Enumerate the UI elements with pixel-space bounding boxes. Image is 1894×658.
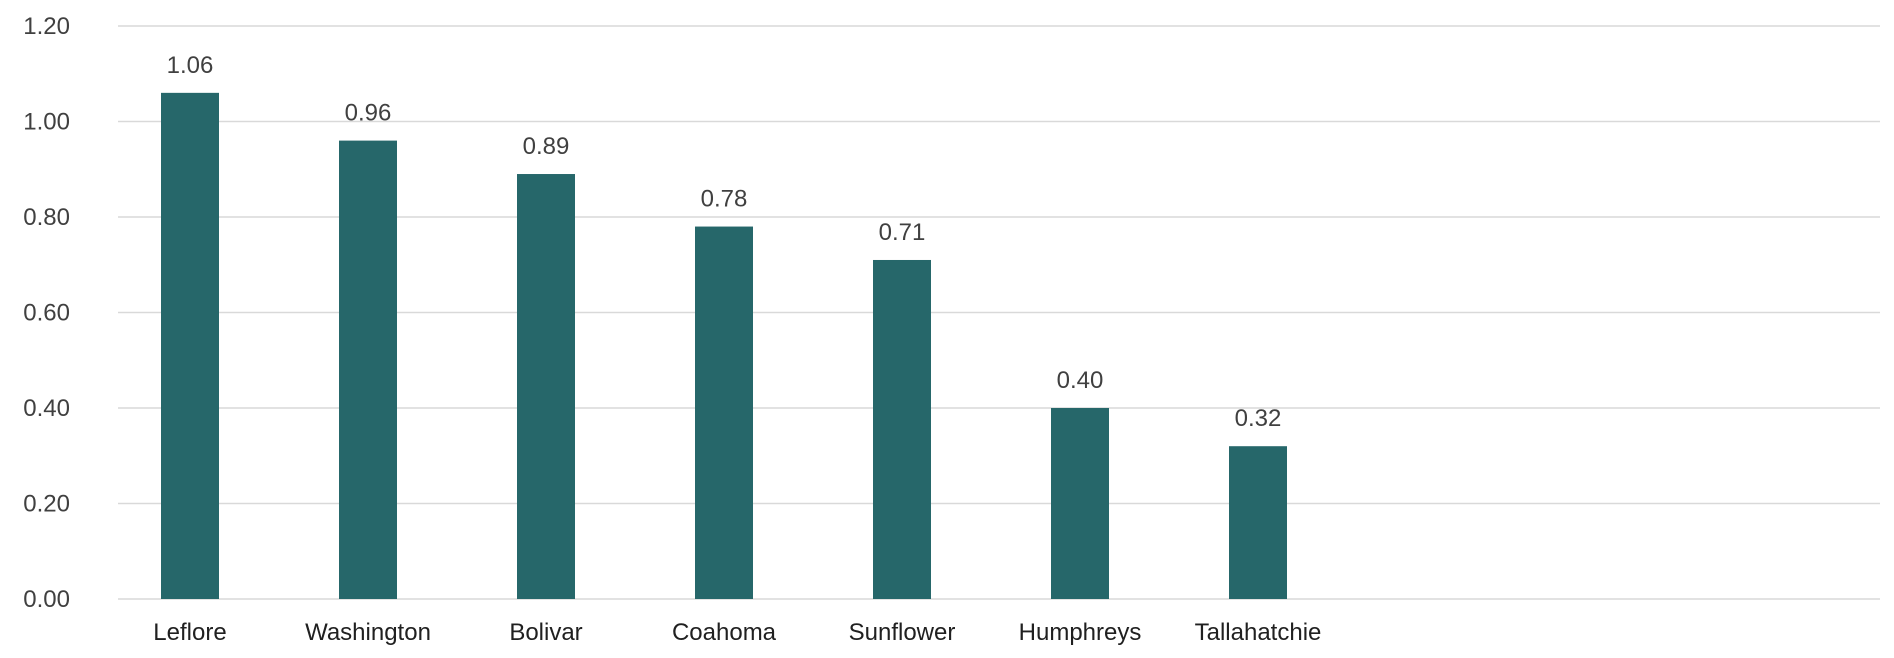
y-tick-label: 0.80	[23, 204, 70, 231]
data-label: 0.32	[1235, 405, 1282, 432]
y-axis-tick-labels: 0.00 0.20 0.40 0.60 0.80 1.00 1.20	[23, 13, 70, 613]
y-tick-label: 1.00	[23, 109, 70, 136]
bar	[1229, 446, 1287, 599]
bar	[873, 259, 931, 599]
category-label: Leflore	[153, 619, 226, 646]
y-tick-label: 0.40	[23, 395, 70, 422]
y-tick-label: 1.20	[23, 13, 70, 40]
bar	[695, 226, 753, 600]
bar	[161, 92, 219, 599]
category-label: Bolivar	[509, 619, 582, 646]
category-label: Washington	[305, 619, 431, 646]
data-label: 0.40	[1057, 367, 1104, 394]
data-label: 0.78	[701, 186, 748, 213]
category-label: Humphreys	[1019, 619, 1142, 646]
category-label: Sunflower	[849, 619, 956, 646]
bar	[1051, 408, 1109, 599]
bars	[161, 92, 1287, 600]
y-tick-label: 0.60	[23, 300, 70, 327]
data-labels: 1.06 0.96 0.89 0.78 0.71 0.40 0.32	[167, 52, 1282, 432]
y-tick-label: 0.20	[23, 491, 70, 518]
gridlines	[118, 25, 1880, 600]
y-tick-label: 0.00	[23, 586, 70, 613]
data-label: 1.06	[167, 52, 214, 79]
category-label: Tallahatchie	[1195, 619, 1322, 646]
data-label: 0.96	[345, 100, 392, 127]
data-label: 0.71	[879, 219, 926, 246]
bar	[517, 174, 575, 599]
bar	[339, 140, 397, 599]
data-label: 0.89	[523, 133, 570, 160]
category-label: Coahoma	[672, 619, 777, 646]
category-labels: Leflore Washington Bolivar Coahoma Sunflower…	[153, 619, 1321, 646]
